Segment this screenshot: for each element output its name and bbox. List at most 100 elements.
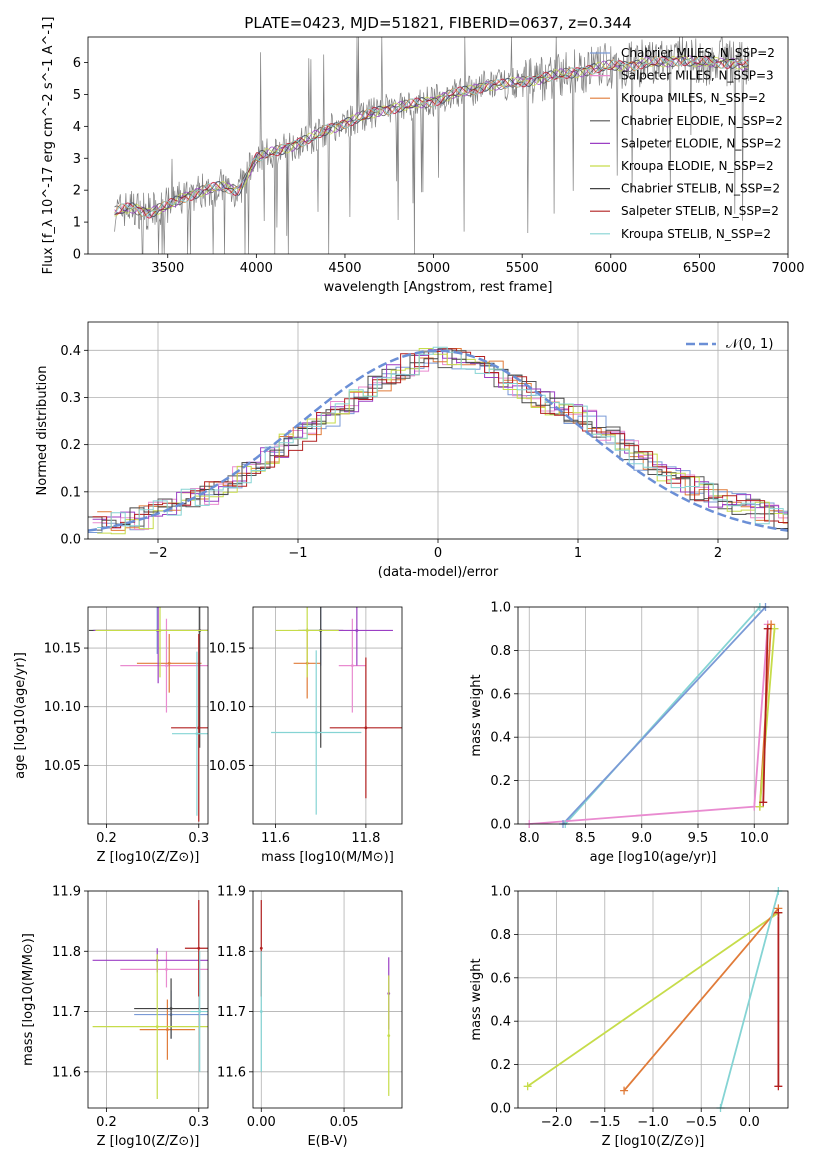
y-tick-label: 0.8: [490, 928, 511, 943]
y-axis-label: mass weight: [469, 958, 484, 1040]
normal-curve: [88, 349, 788, 532]
data-point: [165, 664, 168, 668]
model-spectrum-8: [114, 56, 749, 218]
legend-label: 𝒩(0, 1): [726, 337, 773, 352]
y-tick-label: 11.7: [52, 1005, 81, 1020]
plot-area: [529, 607, 776, 824]
plot-area: [88, 346, 788, 535]
x-tick-label: −1.0: [637, 1115, 669, 1130]
x-tick-label: 10.0: [740, 831, 769, 846]
model-spectrum-4: [114, 55, 749, 214]
series-line-5: [762, 628, 769, 803]
y-tick-label: 11.9: [217, 885, 246, 900]
y-axis-label: Flux [f_λ 10^-17 erg cm^-2 s^-1 A^-1]: [41, 17, 56, 275]
y-tick-label: 11.8: [217, 945, 246, 960]
mass-vs-metallicity-panel: 0.2 0.3 11.6 11.7 11.8 11.9 Z [log10(Z/Z⊙)] mas…: [21, 885, 209, 1150]
y-tick-label: 10.05: [209, 759, 246, 774]
x-tick-label: 11.6: [261, 831, 290, 846]
mass-vs-ebv-panel: 0.00 0.05 11.6 11.7 11.8 11.9 E(B-V): [217, 885, 403, 1149]
residual-histogram-8: [97, 346, 788, 528]
series-marker: [523, 1082, 532, 1091]
y-tick-label: 11.7: [217, 1005, 246, 1020]
model-spectrum-6: [114, 56, 749, 218]
data-point: [167, 661, 171, 665]
legend-label: Kroupa STELIB, N_SSP=2: [621, 227, 771, 241]
data-point: [198, 1010, 202, 1013]
x-tick-label: 0.00: [247, 1115, 276, 1130]
data-point: [165, 1028, 169, 1032]
data-point: [305, 629, 309, 632]
y-tick-label: 5: [73, 88, 81, 103]
residual-histogram-2: [97, 348, 788, 531]
age-vs-mass-panel: 11.6 11.8 10.05 10.10 10.15 mass [log10(M/M⊙)…: [209, 606, 403, 865]
data-point: [197, 726, 201, 730]
x-tick-label: 0.3: [188, 831, 209, 846]
y-axis-label: age [log10(age/yr)]: [13, 652, 28, 779]
legend-label: Salpeter STELIB, N_SSP=2: [621, 204, 779, 218]
axes-frame: [87, 321, 789, 540]
series-marker: [774, 1082, 783, 1091]
x-tick-label: 0.2: [96, 1115, 117, 1130]
legend-label: Salpeter MILES, N_SSP=3: [621, 69, 774, 83]
plot-area: [259, 900, 391, 1096]
y-tick-label: 11.6: [52, 1065, 81, 1080]
data-point: [169, 1007, 173, 1010]
axes-frame: [252, 606, 403, 825]
x-axis-label: mass [log10(M/M⊙)]: [261, 850, 394, 865]
residual-histogram-4: [92, 349, 788, 520]
y-tick-label: 0.4: [490, 1015, 511, 1030]
y-tick-label: 0.6: [490, 687, 511, 702]
x-tick-label: −2: [148, 546, 167, 561]
legend-label: Chabrier STELIB, N_SSP=2: [621, 182, 780, 196]
data-point: [197, 946, 201, 950]
figure-title: PLATE=0423, MJD=51821, FIBERID=0637, z=0…: [244, 14, 631, 32]
legend-label: Kroupa MILES, N_SSP=2: [621, 91, 766, 105]
plot-area: [527, 891, 780, 1108]
series-line-1: [623, 907, 780, 1092]
age-vs-metallicity-panel: 0.2 0.3 10.05 10.10 10.15 Z [log10(Z/Z⊙)] age …: [13, 606, 209, 865]
x-tick-label: −0.5: [685, 1115, 717, 1130]
residual-histogram-1: [92, 349, 788, 530]
axes-frame: [87, 36, 789, 255]
y-axis-label: Normed distribution: [35, 366, 50, 496]
data-point: [387, 1034, 391, 1038]
y-tick-label: 0.6: [490, 971, 511, 986]
x-tick-label: 0.0: [739, 1115, 760, 1130]
data-point: [355, 629, 359, 632]
y-axis-label: mass weight: [469, 674, 484, 756]
x-tick-label: 0.3: [188, 1115, 209, 1130]
y-tick-label: 0.0: [490, 818, 511, 833]
x-axis-label: Z [log10(Z/Z⊙)]: [97, 850, 200, 865]
x-tick-label: −2.0: [541, 1115, 573, 1130]
series-marker: [620, 1086, 629, 1095]
plot-area: [88, 607, 208, 822]
axes-frame: [87, 606, 209, 825]
data-point: [364, 726, 368, 730]
x-axis-label: age [log10(age/yr)]: [590, 850, 717, 865]
x-tick-label: 0: [434, 546, 442, 561]
data-point: [350, 664, 354, 668]
series-marker: [759, 798, 768, 807]
y-tick-label: 10.15: [44, 642, 81, 657]
axes-frame: [87, 890, 209, 1109]
plot-area: [114, 37, 750, 254]
series-marker: [770, 624, 779, 633]
y-tick-label: 2: [73, 184, 81, 199]
weight-vs-age-panel: 8.0 8.5 9.0 9.5 10.0 0.0 0.2 0.4 0.6 0.8 1.0 age [l…: [469, 601, 789, 865]
y-tick-label: 11.9: [52, 885, 81, 900]
spectrum-panel: 3500 4000 4500 5000 5500 6000 6500 7000 0 1 2 3 4 5 6 w…: [41, 17, 805, 295]
x-tick-label: 2: [714, 546, 722, 561]
x-tick-label: 0.2: [96, 831, 117, 846]
series-marker: [767, 620, 776, 629]
series-line-2: [719, 891, 780, 1108]
y-tick-label: 0.0: [490, 1102, 511, 1117]
x-tick-label: −1.5: [589, 1115, 621, 1130]
y-tick-label: 0.3: [60, 391, 81, 406]
x-tick-label: 11.8: [351, 831, 380, 846]
x-tick-label: 4500: [328, 261, 361, 276]
plot-area: [271, 607, 402, 815]
data-point: [195, 732, 199, 736]
axes-frame: [517, 606, 789, 825]
axes-frame: [517, 890, 789, 1109]
